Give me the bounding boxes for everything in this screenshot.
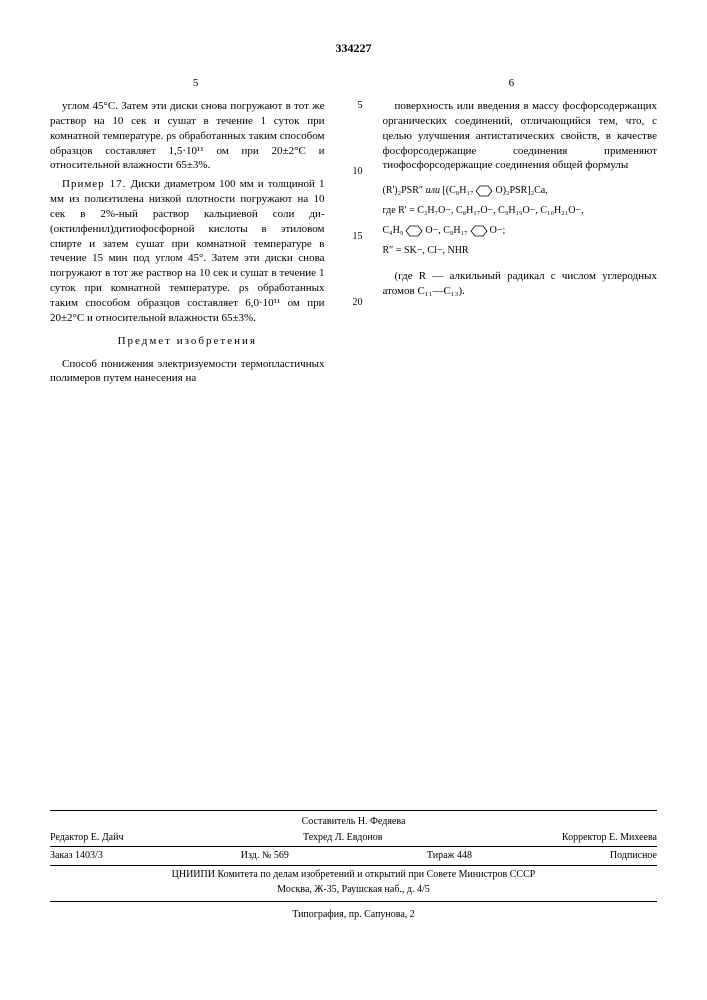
footer-address: Москва, Ж-35, Раушская наб., д. 4/5 bbox=[50, 883, 657, 902]
line-marker: 5 bbox=[345, 99, 363, 113]
footer-redaktor: Редактор Е. Дайч bbox=[50, 831, 123, 845]
left-column: углом 45°С. Затем эти диски снова погруж… bbox=[50, 99, 325, 390]
formula-3-mid: O−, C₈H₁₇ bbox=[425, 225, 467, 236]
left-para-3: Способ понижения электризуемости термопл… bbox=[50, 357, 325, 387]
left-para-2: Пример 17. Диски диаметром 100 мм и толщ… bbox=[50, 177, 325, 325]
formula-1a: (R')₂PSR″ bbox=[383, 185, 424, 196]
footer-podpisnoe: Подписное bbox=[610, 849, 657, 863]
patent-number: 334227 bbox=[50, 40, 657, 56]
formula-or: или bbox=[423, 185, 442, 196]
formula-3-post: O−; bbox=[490, 225, 506, 236]
right-para-2: (где R — алкильный радикал с числом угле… bbox=[383, 269, 658, 299]
benzene-icon bbox=[468, 225, 490, 237]
footer-pub-info: Заказ 1403/3 Изд. № 569 Тираж 448 Подпис… bbox=[50, 846, 657, 866]
formula-1b-pre: [(C₈H₁₇ bbox=[442, 185, 473, 196]
footer-org: ЦНИИПИ Комитета по делам изобретений и о… bbox=[50, 868, 657, 882]
left-page-num: 5 bbox=[50, 76, 341, 91]
columns: углом 45°С. Затем эти диски снова погруж… bbox=[50, 99, 657, 390]
example-label: Пример 17. bbox=[62, 178, 127, 190]
formula-line-2: где R' = C₃H₇O−, C₈H₁₇O−, C₉H₁₉O−, C₁₀H₂… bbox=[383, 203, 658, 219]
formula-block: (R')₂PSR″ или [(C₈H₁₇ O)₂PSR]₂Ca, где R' … bbox=[383, 183, 658, 259]
right-page-num: 6 bbox=[366, 76, 657, 91]
footer: Составитель Н. Федяева Редактор Е. Дайч … bbox=[50, 810, 657, 921]
footer-tirazh: Тираж 448 bbox=[427, 849, 472, 863]
left-para-2-text: Диски диаметром 100 мм и толщиной 1 мм и… bbox=[50, 178, 325, 324]
left-para-1: углом 45°С. Затем эти диски снова погруж… bbox=[50, 99, 325, 173]
footer-credits: Редактор Е. Дайч Техред Л. Евдонов Корре… bbox=[50, 829, 657, 847]
line-markers: 5 10 15 20 bbox=[345, 99, 363, 390]
right-para-1: поверхность или введения в массу фосфорс… bbox=[383, 99, 658, 173]
page-numbers: 5 6 bbox=[50, 76, 657, 91]
footer-tehred: Техред Л. Евдонов bbox=[303, 831, 382, 845]
benzene-icon bbox=[473, 185, 495, 197]
line-marker: 20 bbox=[345, 296, 363, 310]
line-marker: 15 bbox=[345, 230, 363, 244]
benzene-icon bbox=[403, 225, 425, 237]
formula-line-3: C₄H₉ O−, C₈H₁₇ O−; bbox=[383, 223, 658, 239]
formula-line-4: R″ = SK−, Cl−, NHR bbox=[383, 243, 658, 259]
footer-korrektor: Корректор Е. Михеева bbox=[562, 831, 657, 845]
section-title: Предмет изобретения bbox=[50, 334, 325, 349]
footer-izd: Изд. № 569 bbox=[241, 849, 289, 863]
formula-1b-post: O)₂PSR]₂Ca, bbox=[495, 185, 547, 196]
line-marker: 10 bbox=[345, 165, 363, 179]
footer-zakaz: Заказ 1403/3 bbox=[50, 849, 103, 863]
formula-line-1: (R')₂PSR″ или [(C₈H₁₇ O)₂PSR]₂Ca, bbox=[383, 183, 658, 199]
right-column: поверхность или введения в массу фосфорс… bbox=[383, 99, 658, 390]
footer-sostavitel: Составитель Н. Федяева bbox=[50, 810, 657, 829]
formula-3-pre: C₄H₉ bbox=[383, 225, 404, 236]
footer-typography: Типография, пр. Сапунова, 2 bbox=[50, 908, 657, 922]
